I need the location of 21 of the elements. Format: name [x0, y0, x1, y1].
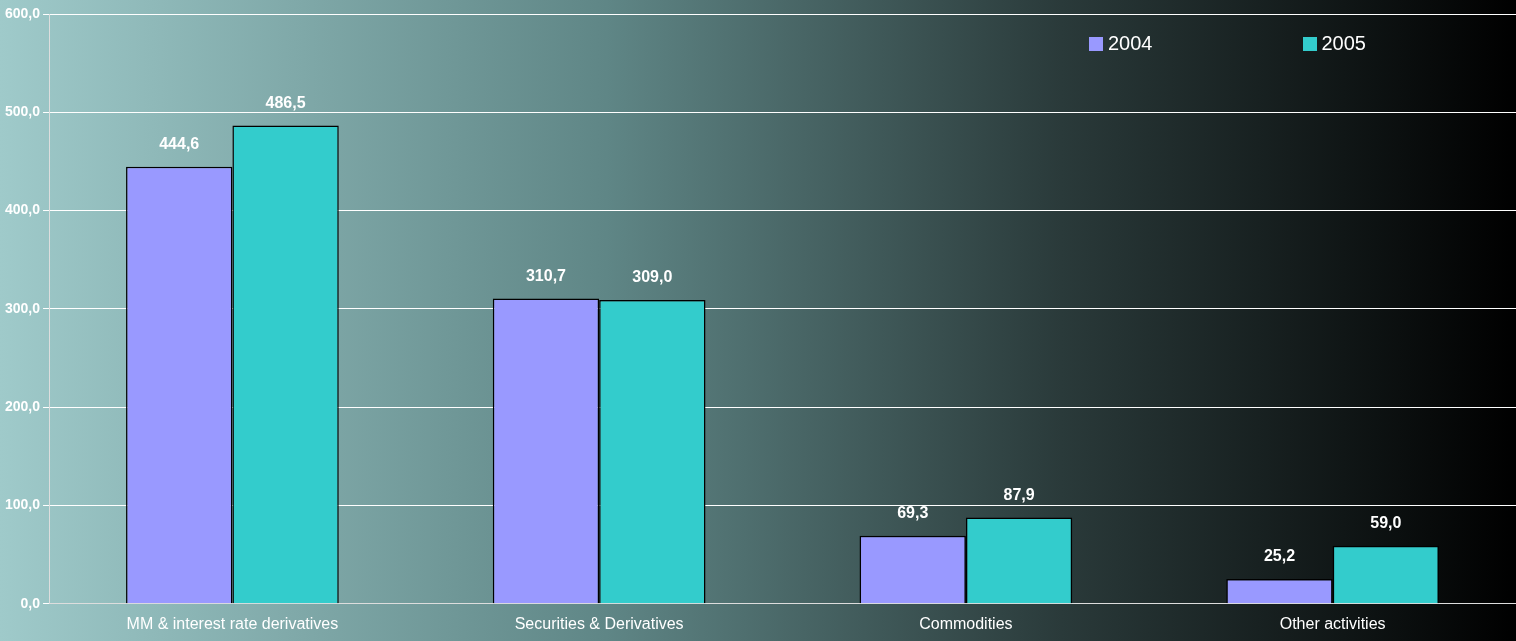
data-label: 309,0	[632, 268, 673, 286]
data-label: 69,3	[897, 504, 929, 522]
x-tick-label: Other activities	[1279, 614, 1386, 632]
y-tick-label: 300,0	[4, 299, 41, 316]
y-tick-label: 600,0	[4, 4, 41, 21]
x-tick-label: Securities & Derivatives	[514, 614, 684, 632]
legend-label: 2005	[1321, 32, 1366, 55]
y-tick-label: 100,0	[4, 496, 41, 513]
data-label: 59,0	[1370, 514, 1402, 532]
y-tick-label: 0,0	[20, 594, 41, 611]
data-label: 25,2	[1263, 547, 1296, 565]
data-label: 486,5	[265, 93, 306, 111]
y-tick-label: 200,0	[4, 398, 41, 415]
x-tick-label: Commodities	[919, 614, 1013, 632]
legend-label: 2004	[1108, 32, 1153, 55]
data-label: 444,6	[159, 135, 200, 153]
y-tick-label: 500,0	[4, 103, 41, 120]
x-tick-label: MM & interest rate derivatives	[126, 614, 339, 632]
data-label: 87,9	[1003, 485, 1035, 503]
data-label: 310,7	[525, 266, 567, 284]
y-tick-label: 400,0	[4, 201, 41, 218]
